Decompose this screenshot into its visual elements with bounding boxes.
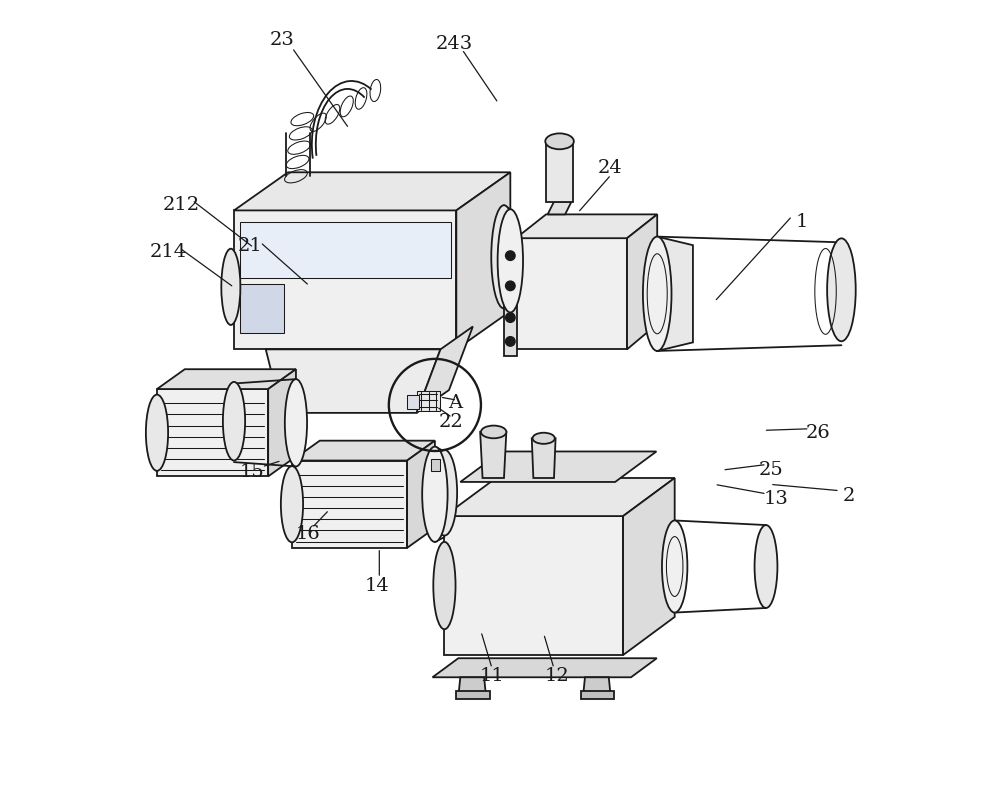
Bar bbox=[581, 691, 614, 699]
Text: 214: 214 bbox=[150, 244, 187, 261]
Polygon shape bbox=[532, 438, 556, 478]
Ellipse shape bbox=[281, 466, 303, 542]
Polygon shape bbox=[157, 389, 268, 476]
Text: 25: 25 bbox=[759, 461, 784, 479]
Polygon shape bbox=[417, 326, 473, 413]
Ellipse shape bbox=[422, 446, 448, 542]
Ellipse shape bbox=[498, 209, 523, 312]
Polygon shape bbox=[444, 478, 675, 516]
Ellipse shape bbox=[643, 237, 672, 351]
Polygon shape bbox=[292, 441, 435, 461]
Text: 11: 11 bbox=[480, 668, 504, 685]
Polygon shape bbox=[548, 202, 571, 214]
Polygon shape bbox=[433, 658, 657, 677]
Polygon shape bbox=[234, 210, 456, 349]
Polygon shape bbox=[546, 143, 573, 202]
Ellipse shape bbox=[146, 395, 168, 471]
Text: 2: 2 bbox=[843, 488, 856, 505]
Polygon shape bbox=[157, 369, 296, 389]
Polygon shape bbox=[516, 238, 627, 349]
Polygon shape bbox=[444, 516, 623, 655]
Polygon shape bbox=[407, 441, 435, 548]
Polygon shape bbox=[623, 478, 675, 655]
Polygon shape bbox=[504, 230, 517, 356]
Circle shape bbox=[506, 337, 515, 346]
Polygon shape bbox=[234, 172, 510, 210]
Polygon shape bbox=[268, 369, 296, 476]
Polygon shape bbox=[456, 172, 510, 349]
Text: 1: 1 bbox=[796, 214, 808, 231]
Polygon shape bbox=[460, 452, 656, 482]
Ellipse shape bbox=[223, 382, 245, 461]
Polygon shape bbox=[657, 237, 693, 351]
Polygon shape bbox=[459, 677, 486, 693]
Ellipse shape bbox=[432, 449, 457, 535]
Text: A: A bbox=[448, 395, 462, 412]
Text: 16: 16 bbox=[295, 525, 320, 542]
Text: 22: 22 bbox=[438, 414, 463, 431]
Ellipse shape bbox=[755, 525, 777, 608]
Ellipse shape bbox=[221, 249, 240, 325]
Polygon shape bbox=[516, 214, 657, 238]
Polygon shape bbox=[266, 349, 440, 413]
Text: 21: 21 bbox=[238, 237, 262, 255]
Polygon shape bbox=[292, 461, 407, 548]
Text: 13: 13 bbox=[764, 490, 789, 507]
Circle shape bbox=[506, 251, 515, 260]
Polygon shape bbox=[480, 432, 506, 478]
Text: 26: 26 bbox=[805, 424, 830, 441]
Polygon shape bbox=[583, 677, 610, 693]
Text: 24: 24 bbox=[597, 160, 622, 177]
Ellipse shape bbox=[285, 380, 307, 467]
Ellipse shape bbox=[433, 542, 456, 630]
Ellipse shape bbox=[662, 521, 687, 613]
Bar bbox=[240, 222, 451, 278]
Text: 12: 12 bbox=[545, 668, 570, 685]
Circle shape bbox=[506, 313, 515, 322]
Bar bbox=[240, 284, 284, 333]
Polygon shape bbox=[627, 214, 657, 349]
Text: 15: 15 bbox=[240, 464, 265, 481]
Circle shape bbox=[506, 281, 515, 291]
Bar bbox=[407, 395, 419, 409]
Text: 14: 14 bbox=[365, 577, 389, 595]
Ellipse shape bbox=[533, 433, 555, 444]
Bar bbox=[456, 691, 490, 699]
Bar bbox=[431, 459, 440, 471]
Bar bbox=[417, 391, 440, 411]
Ellipse shape bbox=[545, 133, 574, 149]
Ellipse shape bbox=[481, 426, 506, 438]
Text: 212: 212 bbox=[162, 196, 199, 214]
Text: 243: 243 bbox=[435, 35, 473, 52]
Ellipse shape bbox=[491, 205, 517, 308]
Ellipse shape bbox=[827, 238, 856, 341]
Text: 23: 23 bbox=[269, 31, 294, 48]
